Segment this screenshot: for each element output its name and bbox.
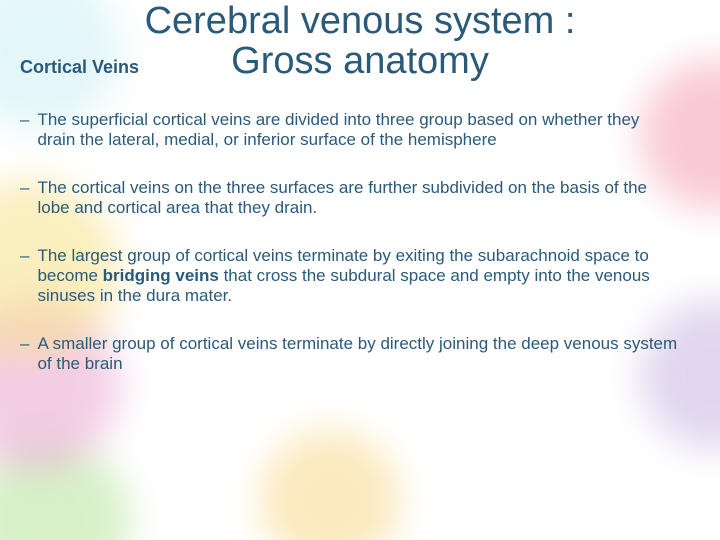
dash-icon: – bbox=[20, 178, 29, 198]
bullet-text: The cortical veins on the three surfaces… bbox=[37, 178, 680, 218]
list-item: – The superficial cortical veins are div… bbox=[20, 110, 680, 150]
dash-icon: – bbox=[20, 246, 29, 266]
bullet-list: – The superficial cortical veins are div… bbox=[0, 110, 720, 374]
slide-title-line1: Cerebral venous system : bbox=[0, 2, 720, 42]
subtitle-row: Cortical Veins Gross anatomy bbox=[0, 42, 720, 82]
bullet-text-bold: bridging veins bbox=[103, 266, 219, 285]
title-block: Cerebral venous system : Cortical Veins … bbox=[0, 0, 720, 82]
subheading: Cortical Veins bbox=[20, 57, 139, 78]
list-item: – The cortical veins on the three surfac… bbox=[20, 178, 680, 218]
dash-icon: – bbox=[20, 334, 29, 354]
slide: Cerebral venous system : Cortical Veins … bbox=[0, 0, 720, 540]
bullet-text: The largest group of cortical veins term… bbox=[37, 246, 680, 306]
slide-title-line2: Gross anatomy bbox=[231, 40, 489, 82]
bullet-text: A smaller group of cortical veins termin… bbox=[37, 334, 680, 374]
dash-icon: – bbox=[20, 110, 29, 130]
list-item: – The largest group of cortical veins te… bbox=[20, 246, 680, 306]
list-item: – A smaller group of cortical veins term… bbox=[20, 334, 680, 374]
bullet-text: The superficial cortical veins are divid… bbox=[37, 110, 680, 150]
